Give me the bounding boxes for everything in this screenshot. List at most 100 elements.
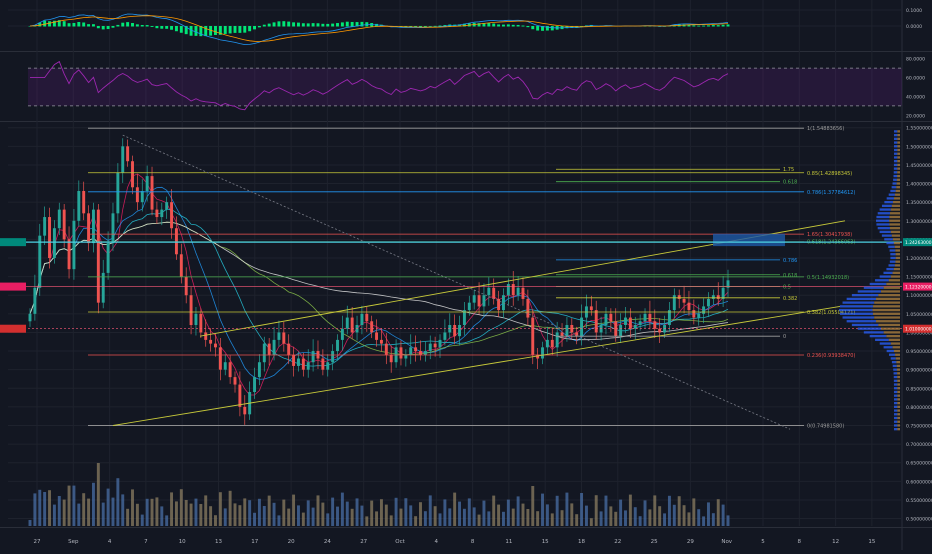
candle-body <box>726 280 730 288</box>
volume-profile-bar <box>896 364 900 368</box>
volume-bar <box>648 509 652 526</box>
candle-body <box>228 362 232 378</box>
volume-profile-bar <box>869 282 887 286</box>
candle-body <box>296 358 300 366</box>
volume-profile-bar <box>893 409 898 412</box>
volume-bar <box>87 498 91 526</box>
x-tick-label: 5 <box>761 539 765 545</box>
volume-profile-bar <box>897 372 900 375</box>
volume-bar <box>677 496 681 526</box>
price-tick-label: 0.90000000 <box>906 368 932 374</box>
volume-profile-bar <box>893 133 898 137</box>
candle-body <box>614 321 618 337</box>
candle-body <box>218 347 222 370</box>
volume-profile-bar <box>893 145 898 148</box>
price-tick-label: 1.30000000 <box>906 219 932 225</box>
volume-bar <box>580 493 584 526</box>
macd-histogram-bar <box>194 26 198 36</box>
volume-profile-bar <box>893 174 898 178</box>
volume-profile-bar <box>897 167 900 170</box>
macd-histogram-bar <box>443 25 447 27</box>
volume-profile-bar <box>886 334 900 338</box>
candle-body <box>594 310 598 333</box>
macd-histogram-bar <box>165 26 169 29</box>
candle-body <box>419 351 422 355</box>
candle-body <box>179 254 183 277</box>
candle-body <box>116 172 120 214</box>
volume-profile-bar <box>878 294 900 297</box>
volume-bar <box>160 506 164 526</box>
volume-profile-bar <box>891 234 900 237</box>
macd-histogram-bar <box>179 26 183 33</box>
candle-body <box>170 202 174 229</box>
x-tick-label: 15 <box>542 539 549 545</box>
volume-bar <box>204 495 208 526</box>
candle-body <box>633 325 637 329</box>
volume-bar <box>545 504 549 526</box>
candle-body <box>667 310 671 325</box>
volume-profile-bar <box>893 379 898 382</box>
volume-bar <box>379 499 383 526</box>
candle-body <box>77 191 81 221</box>
volume-bar <box>433 506 437 526</box>
fib-level-label: 0.5 <box>783 285 791 291</box>
volume-bar <box>414 516 418 526</box>
macd-histogram-bar <box>184 26 188 35</box>
fib-level-label: 0.618 <box>783 273 797 279</box>
candle-body <box>370 321 374 333</box>
candle-body <box>609 313 613 322</box>
volume-profile-bar <box>879 208 891 211</box>
volume-profile-bar <box>876 223 890 226</box>
volume-profile-bar <box>875 338 889 341</box>
volume-profile-bar <box>897 160 900 163</box>
macd-histogram-bar <box>121 22 125 27</box>
volume-profile-bar <box>895 353 900 356</box>
macd-histogram-bar <box>331 23 335 27</box>
volume-bar <box>687 512 691 526</box>
candle-body <box>453 325 457 337</box>
volume-profile-bar <box>890 230 900 234</box>
candle-body <box>360 313 364 325</box>
volume-bar <box>106 488 110 526</box>
candle-body <box>506 284 510 296</box>
macd-histogram-bar <box>292 22 296 27</box>
candle-body <box>433 343 437 348</box>
macd-histogram-bar <box>116 24 120 27</box>
volume-profile-bar <box>897 390 900 394</box>
candle-body <box>243 406 247 415</box>
volume-bar <box>575 514 579 526</box>
volume-bar <box>594 495 598 526</box>
volume-bar <box>145 498 149 526</box>
price-tick-label: 0.80000000 <box>906 405 932 411</box>
macd-histogram-bar <box>209 26 213 36</box>
candle-body <box>638 321 642 325</box>
volume-profile-bar <box>839 312 873 315</box>
candle-body <box>321 358 325 370</box>
volume-bar <box>419 502 422 526</box>
volume-bar <box>365 516 369 526</box>
macd-histogram-bar <box>502 24 505 27</box>
x-tick-label: 7 <box>144 539 148 545</box>
rsi-tick-label: 20.0000 <box>906 113 925 119</box>
macd-histogram-bar <box>101 26 105 30</box>
volume-bar <box>399 508 403 526</box>
volume-profile-bar <box>876 215 890 219</box>
volume-bar <box>599 511 603 526</box>
x-tick-label: 4 <box>108 539 112 545</box>
volume-profile-bar <box>890 357 896 360</box>
macd-histogram-bar <box>423 26 427 27</box>
candle-body <box>497 298 501 311</box>
volume-bar <box>404 498 408 526</box>
volume-profile-bar <box>894 245 900 248</box>
volume-profile-bar <box>897 174 900 178</box>
candle-body <box>174 228 178 255</box>
macd-histogram-bar <box>248 26 252 32</box>
macd-histogram-bar <box>721 24 725 27</box>
candle-body <box>306 362 310 370</box>
volume-bar <box>116 478 120 526</box>
volume-profile-bar <box>896 178 900 181</box>
candle-body <box>43 217 47 236</box>
candle-body <box>526 298 530 318</box>
x-tick-label: 29 <box>687 539 694 545</box>
macd-histogram-bar <box>526 26 530 28</box>
